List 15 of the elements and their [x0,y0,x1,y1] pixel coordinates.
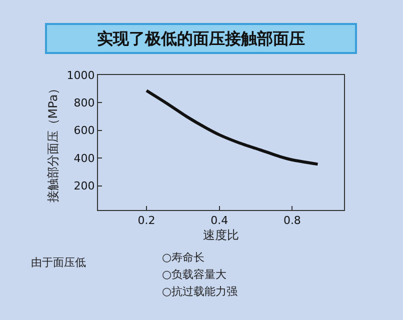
x-tick-label: 0.2 [138,214,156,228]
x-tick-label: 0.4 [210,214,228,228]
x-axis-title: 速度比 [203,228,239,242]
y-tick-label: 800 [74,96,95,110]
y-tick-label: 600 [74,124,95,138]
text: 由于面压低 [31,256,86,269]
text: ○负载容量大 [162,268,227,281]
y-tick-label: 1000 [66,68,95,82]
text: ○抗过载能力强 [162,285,238,298]
y-tick-label: 400 [74,152,95,165]
text: ○寿命长 [162,251,205,264]
y-tick-label: 200 [74,180,95,193]
chart-title: 实现了极低的面压接触部面压 [97,29,305,48]
x-tick-label: 0.8 [283,214,301,228]
y-axis-title: 接触部分面压（MPa） [46,82,60,203]
